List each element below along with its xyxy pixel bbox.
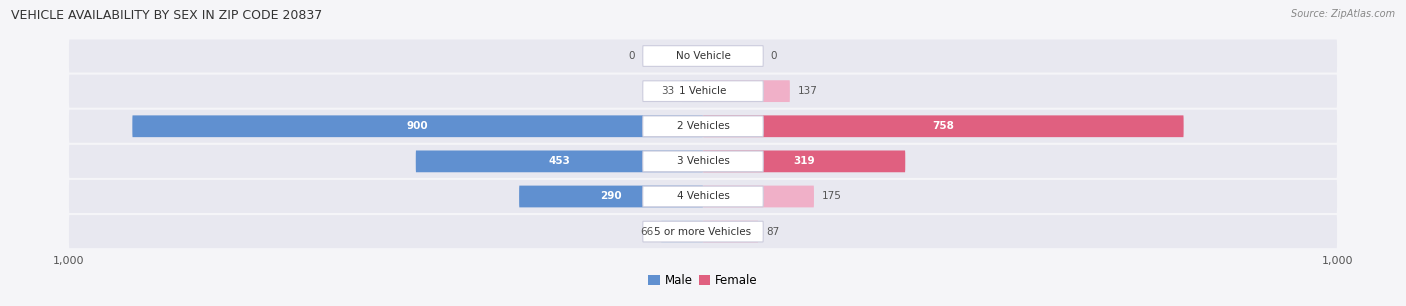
FancyBboxPatch shape xyxy=(661,221,703,242)
FancyBboxPatch shape xyxy=(703,80,790,102)
Text: 1 Vehicle: 1 Vehicle xyxy=(679,86,727,96)
FancyBboxPatch shape xyxy=(643,186,763,207)
Text: 5 or more Vehicles: 5 or more Vehicles xyxy=(654,227,752,237)
FancyBboxPatch shape xyxy=(132,115,703,137)
Text: 137: 137 xyxy=(797,86,817,96)
FancyBboxPatch shape xyxy=(703,186,814,207)
Text: 900: 900 xyxy=(406,121,429,131)
FancyBboxPatch shape xyxy=(703,115,1184,137)
Text: VEHICLE AVAILABILITY BY SEX IN ZIP CODE 20837: VEHICLE AVAILABILITY BY SEX IN ZIP CODE … xyxy=(11,9,322,22)
Text: 33: 33 xyxy=(661,86,675,96)
FancyBboxPatch shape xyxy=(69,110,1337,143)
FancyBboxPatch shape xyxy=(643,151,763,172)
Text: 290: 290 xyxy=(600,192,621,201)
FancyBboxPatch shape xyxy=(69,75,1337,108)
Text: 319: 319 xyxy=(793,156,815,166)
Text: 2 Vehicles: 2 Vehicles xyxy=(676,121,730,131)
Text: 0: 0 xyxy=(628,51,636,61)
Text: 758: 758 xyxy=(932,121,955,131)
FancyBboxPatch shape xyxy=(69,145,1337,178)
Text: Source: ZipAtlas.com: Source: ZipAtlas.com xyxy=(1291,9,1395,19)
Text: 175: 175 xyxy=(821,192,841,201)
FancyBboxPatch shape xyxy=(416,151,703,172)
FancyBboxPatch shape xyxy=(519,186,703,207)
FancyBboxPatch shape xyxy=(703,151,905,172)
FancyBboxPatch shape xyxy=(643,221,763,242)
FancyBboxPatch shape xyxy=(643,116,763,136)
FancyBboxPatch shape xyxy=(643,46,763,66)
FancyBboxPatch shape xyxy=(69,180,1337,213)
FancyBboxPatch shape xyxy=(643,81,763,102)
Text: No Vehicle: No Vehicle xyxy=(675,51,731,61)
FancyBboxPatch shape xyxy=(69,39,1337,73)
FancyBboxPatch shape xyxy=(682,80,703,102)
Text: 0: 0 xyxy=(770,51,778,61)
Text: 3 Vehicles: 3 Vehicles xyxy=(676,156,730,166)
Text: 4 Vehicles: 4 Vehicles xyxy=(676,192,730,201)
Text: 66: 66 xyxy=(640,227,654,237)
Legend: Male, Female: Male, Female xyxy=(644,270,762,292)
Text: 453: 453 xyxy=(548,156,571,166)
FancyBboxPatch shape xyxy=(69,215,1337,248)
Text: 87: 87 xyxy=(766,227,779,237)
FancyBboxPatch shape xyxy=(703,221,758,242)
